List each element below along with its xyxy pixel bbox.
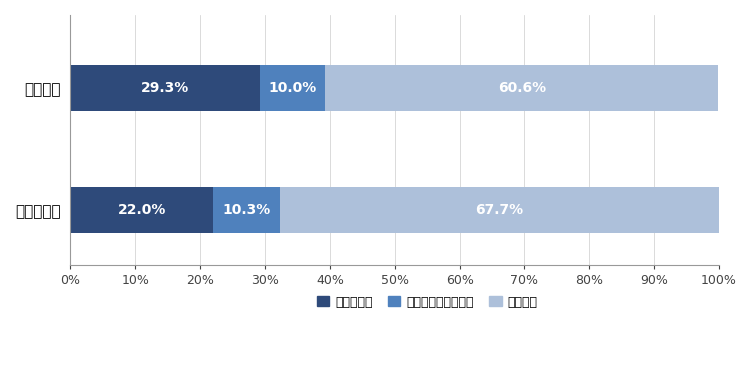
Text: 60.6%: 60.6%: [498, 81, 546, 95]
Text: 29.3%: 29.3%: [141, 81, 190, 95]
Legend: 知っている, 何となく知っている, 知らない: 知っている, 何となく知っている, 知らない: [311, 291, 543, 313]
Bar: [260, 65, 326, 111]
Text: 67.7%: 67.7%: [475, 203, 523, 217]
Bar: [280, 187, 719, 233]
Text: 22.0%: 22.0%: [117, 203, 166, 217]
Bar: [213, 187, 280, 233]
Bar: [71, 187, 213, 233]
Text: 10.3%: 10.3%: [223, 203, 271, 217]
Bar: [71, 65, 260, 111]
Bar: [326, 65, 718, 111]
Text: 10.0%: 10.0%: [268, 81, 317, 95]
